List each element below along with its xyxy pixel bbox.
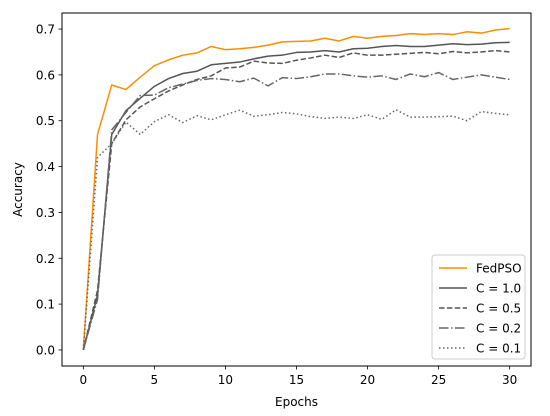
- series-line-2: [82, 49, 510, 351]
- x-tick-label: 5: [151, 373, 159, 387]
- y-tick-label: 0.2: [36, 252, 55, 266]
- y-axis-ticks: 0.0 0.1 0.2 0.3 0.4 0.5 0.6 0.7: [36, 23, 62, 357]
- y-tick-label: 0.3: [36, 206, 55, 220]
- series-line-1: [82, 41, 510, 351]
- x-axis-label: Epochs: [275, 395, 318, 409]
- legend-label-1: C = 1.0: [476, 282, 521, 296]
- legend-label-2: C = 0.5: [476, 302, 521, 316]
- y-tick-label: 0.0: [36, 343, 55, 357]
- y-tick-label: 0.7: [36, 23, 55, 37]
- x-tick-label: 0: [79, 373, 87, 387]
- y-tick-label: 0.4: [36, 160, 55, 174]
- x-tick-label: 10: [218, 373, 233, 387]
- x-axis-ticks: 0 5 10 15 20 25 30: [79, 366, 517, 387]
- legend-label-0: FedPSO: [476, 262, 522, 276]
- series-layer: [82, 27, 510, 351]
- y-tick-label: 0.5: [36, 114, 55, 128]
- x-tick-label: 25: [431, 373, 446, 387]
- series-line-0: [82, 27, 510, 350]
- legend-label-4: C = 0.1: [476, 342, 521, 356]
- legend: FedPSO C = 1.0 C = 0.5 C = 0.2 C = 0.1: [431, 254, 526, 360]
- x-tick-label: 30: [502, 373, 517, 387]
- x-tick-label: 20: [360, 373, 375, 387]
- legend-box: [431, 254, 526, 360]
- y-axis-label: Accuracy: [11, 162, 25, 217]
- x-tick-label: 15: [289, 373, 304, 387]
- y-tick-label: 0.1: [36, 298, 55, 312]
- y-tick-label: 0.6: [36, 68, 55, 82]
- series-line-4: [82, 108, 510, 351]
- series-line-3: [82, 71, 510, 351]
- legend-label-3: C = 0.2: [476, 322, 521, 336]
